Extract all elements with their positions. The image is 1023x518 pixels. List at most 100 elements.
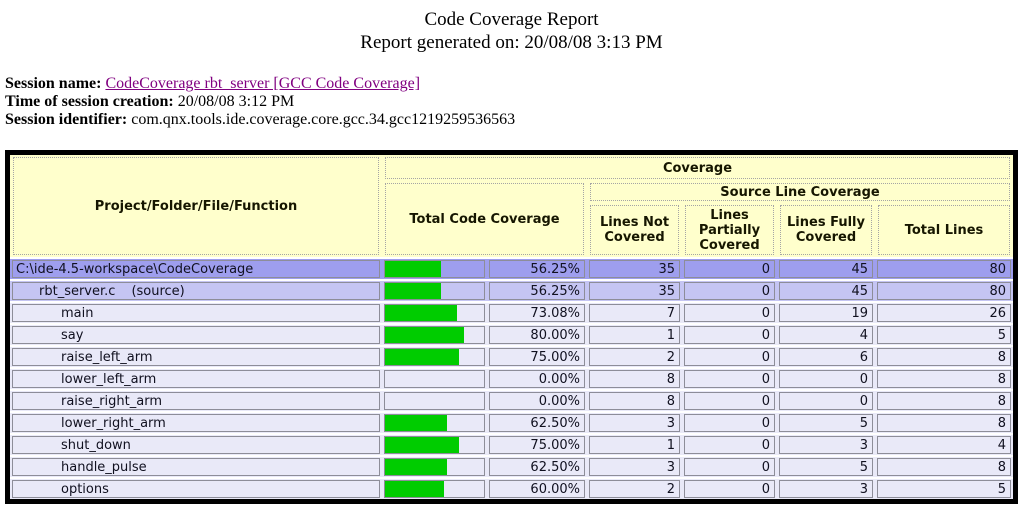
- function-name: lower_left_arm: [61, 371, 157, 387]
- function-name-cell: options: [12, 480, 380, 498]
- lines-partially-covered-cell: 0: [684, 458, 775, 476]
- lines-not-covered-cell: 35: [589, 260, 680, 278]
- coverage-bar: [385, 349, 460, 365]
- function-name-cell: rbt_server.c (source): [12, 282, 380, 300]
- coverage-bar: [385, 415, 447, 431]
- report-header: Code Coverage Report Report generated on…: [5, 8, 1018, 54]
- session-identifier-line: Session identifier: com.qnx.tools.ide.co…: [5, 111, 1018, 129]
- table-row: shut_down 75.00% 1 0 3 4: [10, 435, 1013, 455]
- function-name: shut_down: [61, 437, 131, 453]
- lines-fully-covered-cell: 3: [779, 480, 873, 498]
- total-lines-cell: 5: [877, 480, 1011, 498]
- total-lines-cell: 8: [877, 392, 1011, 410]
- lines-not-covered-cell: 8: [589, 392, 680, 410]
- table-row: options 60.00% 2 0 3 5: [10, 479, 1013, 499]
- coverage-percent-cell: 73.08%: [489, 304, 585, 322]
- function-name: lower_right_arm: [61, 415, 166, 431]
- coverage-percent-cell: 0.00%: [489, 370, 585, 388]
- coverage-bar: [385, 437, 460, 453]
- lines-fully-covered-cell: 4: [779, 326, 873, 344]
- coverage-bar-cell: [384, 282, 485, 300]
- lines-not-covered-cell: 1: [589, 326, 680, 344]
- report-page: Code Coverage Report Report generated on…: [5, 8, 1018, 504]
- lines-partially-covered-cell: 0: [684, 260, 775, 278]
- session-identifier-label: Session identifier:: [5, 111, 128, 128]
- column-header-lines-not-covered: Lines Not Covered: [590, 205, 679, 255]
- coverage-bar: [385, 459, 447, 475]
- coverage-bar-cell: [384, 348, 485, 366]
- coverage-bar-cell: [384, 414, 485, 432]
- session-name-line: Session name: CodeCoverage rbt_server [G…: [5, 75, 1018, 93]
- source-suffix: (source): [131, 283, 185, 299]
- function-name: handle_pulse: [61, 459, 147, 475]
- function-name-cell: lower_left_arm: [12, 370, 380, 388]
- column-header-total-lines: Total Lines: [878, 205, 1010, 255]
- column-header-lines-partially-covered: Lines Partially Covered: [685, 205, 774, 255]
- coverage-percent-cell: 75.00%: [489, 436, 585, 454]
- coverage-percent-cell: 80.00%: [489, 326, 585, 344]
- coverage-bar-cell: [384, 458, 485, 476]
- session-name-link[interactable]: CodeCoverage rbt_server [GCC Code Covera…: [105, 75, 421, 92]
- column-header-coverage-group: Coverage: [385, 157, 1010, 179]
- table-row: rbt_server.c (source) 56.25% 35 0 45 80: [10, 281, 1013, 301]
- function-name: raise_left_arm: [61, 349, 153, 365]
- report-generated-line: Report generated on: 20/08/08 3:13 PM: [360, 32, 663, 53]
- lines-fully-covered-cell: 0: [779, 370, 873, 388]
- lines-partially-covered-cell: 0: [684, 370, 775, 388]
- function-name: C:\ide-4.5-workspace\CodeCoverage: [16, 261, 254, 277]
- lines-not-covered-cell: 2: [589, 348, 680, 366]
- table-row: raise_right_arm 0.00% 8 0 0 8: [10, 391, 1013, 411]
- lines-partially-covered-cell: 0: [684, 436, 775, 454]
- table-row: raise_left_arm 75.00% 2 0 6 8: [10, 347, 1013, 367]
- function-name: raise_right_arm: [61, 393, 162, 409]
- total-lines-cell: 26: [877, 304, 1011, 322]
- session-creation-value: 20/08/08 3:12 PM: [177, 93, 295, 110]
- total-lines-cell: 8: [877, 370, 1011, 388]
- lines-not-covered-cell: 1: [589, 436, 680, 454]
- lines-not-covered-cell: 2: [589, 480, 680, 498]
- coverage-table-body: C:\ide-4.5-workspace\CodeCoverage 56.25%…: [10, 259, 1013, 499]
- lines-fully-covered-cell: 45: [779, 260, 873, 278]
- total-lines-cell: 4: [877, 436, 1011, 454]
- function-name: options: [61, 481, 109, 497]
- lines-partially-covered-cell: 0: [684, 480, 775, 498]
- coverage-percent-cell: 60.00%: [489, 480, 585, 498]
- lines-fully-covered-cell: 3: [779, 436, 873, 454]
- coverage-bar-cell: [384, 480, 485, 498]
- lines-fully-covered-cell: 45: [779, 282, 873, 300]
- lines-partially-covered-cell: 0: [684, 304, 775, 322]
- table-row: lower_right_arm 62.50% 3 0 5 8: [10, 413, 1013, 433]
- column-header-project: Project/Folder/File/Function: [13, 157, 379, 255]
- lines-fully-covered-cell: 6: [779, 348, 873, 366]
- column-header-lines-fully-covered: Lines Fully Covered: [780, 205, 872, 255]
- session-name-label: Session name:: [5, 75, 102, 92]
- column-header-total-code-coverage: Total Code Coverage: [385, 183, 584, 255]
- session-identifier-value: com.qnx.tools.ide.coverage.core.gcc.34.g…: [131, 111, 516, 128]
- session-creation-label: Time of session creation:: [5, 93, 174, 110]
- lines-partially-covered-cell: 0: [684, 348, 775, 366]
- page-title: Code Coverage Report: [424, 9, 599, 30]
- function-name-cell: handle_pulse: [12, 458, 380, 476]
- function-name-cell: C:\ide-4.5-workspace\CodeCoverage: [12, 260, 380, 278]
- coverage-percent-cell: 0.00%: [489, 392, 585, 410]
- coverage-bar-cell: [384, 326, 485, 344]
- coverage-percent-cell: 62.50%: [489, 414, 585, 432]
- coverage-bar: [385, 327, 465, 343]
- lines-not-covered-cell: 35: [589, 282, 680, 300]
- coverage-bar-cell: [384, 304, 485, 322]
- table-row: lower_left_arm 0.00% 8 0 0 8: [10, 369, 1013, 389]
- coverage-percent-cell: 75.00%: [489, 348, 585, 366]
- total-lines-cell: 5: [877, 326, 1011, 344]
- column-header-source-line-coverage: Source Line Coverage: [590, 183, 1010, 201]
- coverage-bar: [385, 283, 441, 299]
- table-row: say 80.00% 1 0 4 5: [10, 325, 1013, 345]
- table-row: main 73.08% 7 0 19 26: [10, 303, 1013, 323]
- function-name: main: [61, 305, 94, 321]
- coverage-table: Project/Folder/File/Function Coverage To…: [5, 150, 1018, 504]
- function-name: rbt_server.c: [39, 283, 116, 299]
- function-name-cell: raise_left_arm: [12, 348, 380, 366]
- coverage-bar-cell: [384, 392, 485, 410]
- function-name-cell: raise_right_arm: [12, 392, 380, 410]
- lines-fully-covered-cell: 19: [779, 304, 873, 322]
- lines-partially-covered-cell: 0: [684, 392, 775, 410]
